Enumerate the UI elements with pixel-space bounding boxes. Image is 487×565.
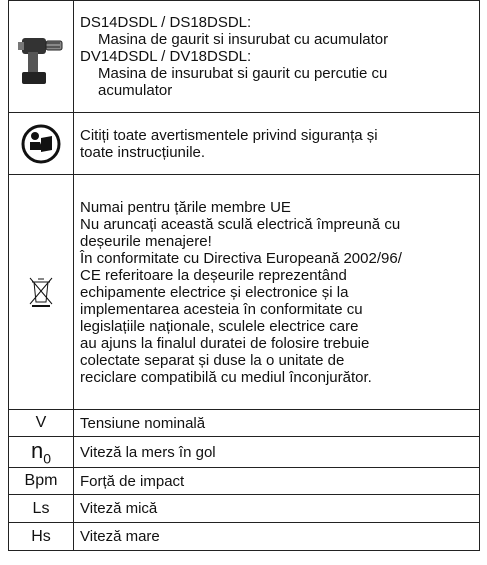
drill-icon-cell [8,0,74,113]
text-line: DS14DSDL / DS18DSDL: [80,14,252,31]
text-line: deșeurile menajere! [80,232,212,250]
symbol: n0 [8,436,74,468]
text-line: Masina de gaurit si insurubat cu acumula… [98,31,389,48]
text-line: DV14DSDL / DV18DSDL: [80,48,252,65]
row-text: Viteză la mers în gol [73,436,480,468]
symbol: V [8,409,74,437]
row-text: Forță de impact [73,467,480,495]
symbol: Ls [8,494,74,523]
symbol-sub: 0 [43,450,52,467]
row-text: Viteză mare [73,522,480,551]
text-line: toate instrucțiunile. [80,143,206,161]
text-line: echipamente electrice și electronice și … [80,283,349,301]
weee-icon-cell [8,174,74,410]
read-icon-cell [8,112,74,175]
text-line: CE referitoare la deșeurile reprezentând [80,266,347,284]
row-text: Citiți toate avertismentele privind sigu… [73,112,480,175]
row-text: DS14DSDL / DS18DSDL: Masina de gaurit si… [73,0,480,113]
text-line: reciclare compatibilă cu mediul înconjur… [80,368,372,386]
text-line: În conformitate cu Directiva Europeană 2… [80,249,402,267]
text-line: Masina de insurubat si gaurit cu percuti… [98,65,388,82]
row-text: Numai pentru țările membre UE Nu aruncați… [73,174,480,410]
text-line: legislațiile naționale, sculele electric… [80,317,359,335]
text-line: Nu aruncați această sculă electrică împr… [80,215,401,233]
text-line: implementarea acesteia în conformitate c… [80,300,363,318]
text-line: colectate separat și duse la o unitate d… [80,351,345,369]
row-text: Viteză mică [73,494,480,523]
row-text: Tensiune nominală [73,409,480,437]
symbol: Bpm [8,467,74,495]
read-manual-icon [21,124,61,163]
symbol: Hs [8,522,74,551]
text-line: Citiți toate avertismentele privind sigu… [80,126,378,144]
symbol-main: n [30,437,44,463]
crossed-bin-icon [29,277,53,307]
text-line: au ajuns la finalul duratei de folosire … [80,334,370,352]
text-line: acumulator [98,82,173,99]
text-line: Numai pentru țările membre UE [80,198,291,216]
drill-icon [18,37,63,84]
symbol-table: DS14DSDL / DS18DSDL: Masina de gaurit si… [8,0,480,551]
